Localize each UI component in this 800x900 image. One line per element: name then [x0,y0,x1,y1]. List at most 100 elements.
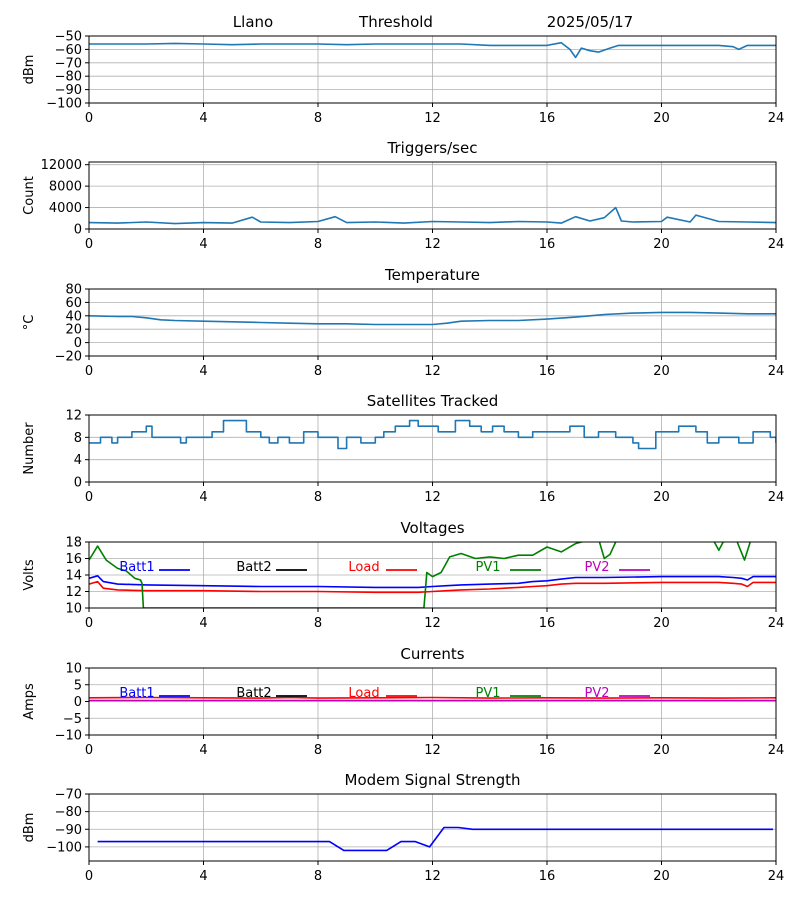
header: Llano Threshold 2025/05/17 [233,13,633,31]
x-tick-label: 24 [768,237,785,252]
x-tick-label: 20 [653,616,670,631]
header-mode: Threshold [358,13,433,31]
y-tick-label: −10 [55,729,82,744]
x-tick-label: 8 [314,111,322,126]
x-tick-label: 16 [539,237,556,252]
x-tick-label: 12 [424,869,441,884]
y-tick-label: 5 [74,678,82,693]
series-line-triggers [89,206,776,225]
y-tick-label: 40 [65,309,82,324]
x-tick-label: 0 [85,490,93,505]
chart-title: Satellites Tracked [367,392,498,410]
y-tick-label: −90 [55,823,82,838]
legend-label-batt1: Batt1 [119,686,154,701]
y-tick-label: 20 [65,323,82,338]
x-tick-label: 4 [199,616,207,631]
y-tick-label: 8 [74,431,82,446]
y-axis-label: Count [22,176,37,215]
series-group [89,419,776,450]
y-tick-label: 18 [65,536,82,551]
legend-label-pv2: PV2 [584,686,609,701]
y-axis-label: dBm [22,55,37,85]
header-date: 2025/05/17 [547,13,633,31]
y-tick-label: 12 [65,409,82,424]
y-tick-label: 10 [65,662,82,677]
y-axis-label: °C [22,315,37,331]
y-tick-label: 16 [65,552,82,567]
x-tick-label: 12 [424,616,441,631]
x-tick-label: 20 [653,237,670,252]
y-tick-label: −5 [63,712,82,727]
x-tick-label: 20 [653,869,670,884]
x-tick-label: 4 [199,869,207,884]
x-tick-label: 8 [314,869,322,884]
x-tick-label: 8 [314,490,322,505]
chart-title: Triggers/sec [387,139,478,157]
y-axis-label: Volts [22,559,37,591]
y-tick-label: 4000 [49,201,82,216]
x-tick-label: 0 [85,616,93,631]
y-tick-label: 0 [74,695,82,710]
x-tick-label: 4 [199,743,207,758]
x-tick-label: 0 [85,111,93,126]
y-tick-label: −80 [55,70,82,85]
series-line-satellites [89,419,776,450]
y-tick-label: 12000 [41,158,82,173]
x-tick-label: 16 [539,869,556,884]
chart-title: Currents [400,645,464,663]
x-tick-label: 8 [314,237,322,252]
series-group [89,542,776,608]
legend-label-pv1: PV1 [475,686,500,701]
legend-label-batt1: Batt1 [119,560,154,575]
legend-label-batt2: Batt2 [236,560,271,575]
x-tick-label: 24 [768,616,785,631]
chart-modem: Modem Signal Strength dBm 0 4 8 12 16 20 24 −100 −… [22,771,784,884]
series-group [89,41,776,59]
x-tick-label: 16 [539,490,556,505]
chart-threshold: dBm 0 4 8 12 16 20 24 −100−90−80−70−60−50 [22,30,784,127]
y-tick-label: −90 [55,83,82,98]
series-line-modem [97,826,774,852]
x-tick-label: 16 [539,364,556,379]
series-line-batt1 [89,574,776,589]
x-tick-label: 8 [314,743,322,758]
y-axis-label: Number [22,422,37,475]
x-tick-label: 24 [768,111,785,126]
chart-satellites: Satellites Tracked Number 0 4 8 12 16 20 24 0 4 8 12 [22,392,784,505]
y-tick-label: 8000 [49,180,82,195]
x-tick-label: 24 [768,869,785,884]
y-axis-label: dBm [22,813,37,843]
x-tick-label: 20 [653,490,670,505]
series-line-threshold [89,41,776,59]
y-tick-label: −70 [55,56,82,71]
x-tick-label: 0 [85,869,93,884]
y-tick-label: −60 [55,43,82,58]
x-tick-label: 4 [199,364,207,379]
legend-label-load: Load [348,560,379,575]
y-tick-label: 12 [65,585,82,600]
legend-label-load: Load [348,686,379,701]
legend-label-pv2: PV2 [584,560,609,575]
x-tick-label: 0 [85,237,93,252]
x-tick-label: 4 [199,237,207,252]
x-tick-label: 20 [653,743,670,758]
x-tick-label: 24 [768,490,785,505]
series-line-pv1 [89,542,752,608]
x-tick-label: 8 [314,364,322,379]
series-line-load [89,696,776,699]
series-group [97,826,774,852]
y-tick-label: −100 [46,97,82,112]
x-tick-label: 0 [85,743,93,758]
legend-label-pv1: PV1 [475,560,500,575]
y-tick-label: −50 [55,30,82,45]
y-tick-label: 0 [74,336,82,351]
y-tick-label: 14 [65,569,82,584]
x-tick-label: 12 [424,111,441,126]
x-tick-label: 12 [424,743,441,758]
y-tick-label: −70 [55,788,82,803]
y-tick-label: 4 [74,453,82,468]
x-tick-label: 16 [539,616,556,631]
